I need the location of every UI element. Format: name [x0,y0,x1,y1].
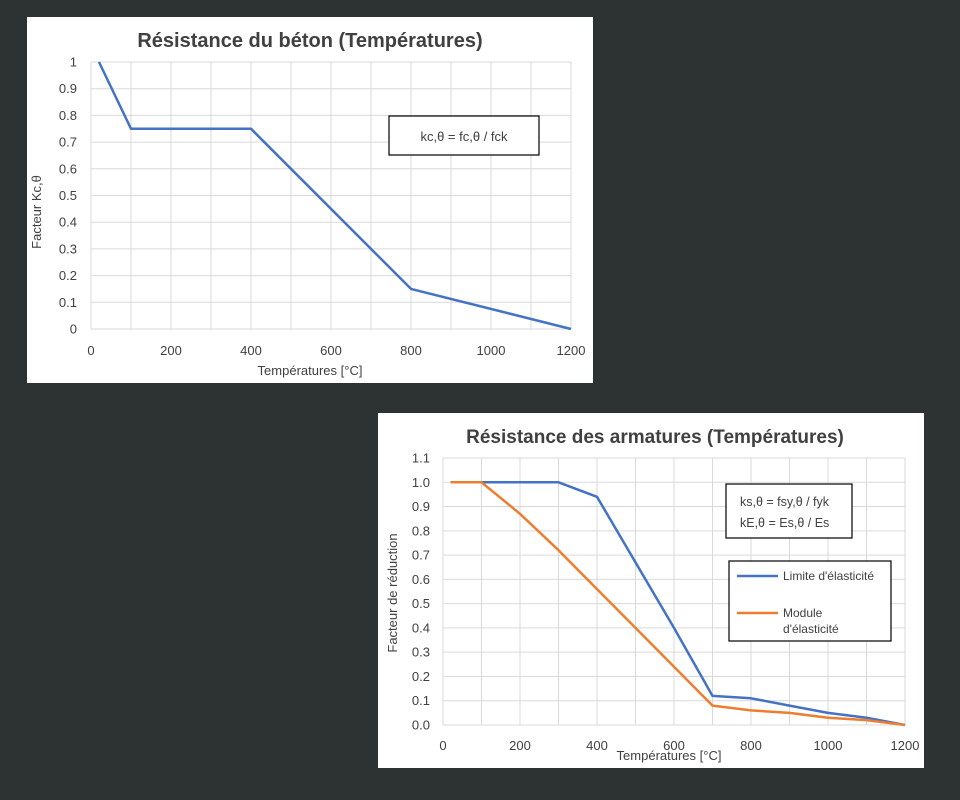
y-tick-label: 1.0 [412,475,430,490]
x-tick-label: 600 [320,343,342,358]
chart-title: Résistance du béton (Températures) [137,30,482,52]
y-tick-label: 0.8 [412,523,430,538]
y-tick-label: 0 [70,322,77,337]
x-tick-label: 0 [87,343,94,358]
legend-label-yield: Limite d'élasticité [783,569,874,583]
y-tick-label: 0.7 [59,135,77,150]
x-tick-label: 1000 [814,738,843,753]
y-tick-label: 0.1 [59,295,77,310]
y-tick-label: 0.7 [412,548,430,563]
y-tick-label: 0.3 [59,241,77,256]
x-tick-label: 200 [160,343,182,358]
formula-box: kc,θ = fc,θ / fck [388,115,540,156]
formula-text: kc,θ = fc,θ / fck [420,129,508,144]
y-tick-label: 0.5 [59,188,77,203]
y-tick-label: 0.4 [412,620,430,635]
y-tick-label: 0.5 [412,596,430,611]
formula-line-2: kE,θ = Es,θ / Es [740,516,829,530]
chart-title: Résistance des armatures (Températures) [466,427,844,448]
x-tick-label: 800 [400,343,422,358]
series-line-1 [450,481,906,727]
legend-label-modulus-2: d'élasticité [783,622,839,636]
rebar-chart-panel: Résistance des armatures (Températures) … [378,413,924,768]
y-tick-label: 0.8 [59,108,77,123]
x-tick-label: 0 [439,738,446,753]
y-tick-label: 0.9 [412,499,430,514]
legend-label-modulus-1: Module [783,606,823,620]
x-tick-label: 1000 [477,343,506,358]
legend: Limite d'élasticité Module d'élasticité [728,560,892,642]
y-tick-label: 0.0 [412,718,430,733]
y-tick-label: 0.6 [412,572,430,587]
x-axis-label: Températures [°C] [617,748,722,763]
concrete-chart: Résistance du béton (Températures) 0 0.1 0… [29,30,586,378]
y-tick-label: 1 [70,55,77,70]
x-tick-label: 400 [240,343,262,358]
x-axis-label: Températures [°C] [258,363,363,378]
formula-line-1: ks,θ = fsy,θ / fyk [740,495,830,509]
x-tick-label: 400 [586,738,608,753]
x-tick-label: 200 [509,738,531,753]
y-tick-label: 1.1 [412,451,430,466]
series-line-1 [97,61,572,331]
y-tick-label: 0.4 [59,215,77,230]
x-tick-label: 1200 [891,738,920,753]
formula-box: ks,θ = fsy,θ / fyk kE,θ = Es,θ / Es [725,483,853,539]
concrete-chart-panel: Résistance du béton (Températures) 0 0.1 0… [27,17,593,383]
x-tick-label: 1200 [557,343,586,358]
y-axis-label: Facteur de réduction [385,533,400,652]
y-tick-label: 0.2 [59,268,77,283]
series-line-2 [450,481,906,727]
y-tick-label: 0.3 [412,645,430,660]
y-axis-label: Facteur Kc,θ [29,175,44,249]
y-tick-label: 0.6 [59,161,77,176]
y-tick-label: 0.2 [412,669,430,684]
y-tick-label: 0.1 [412,693,430,708]
rebar-chart: Résistance des armatures (Températures) … [385,427,920,763]
x-tick-label: 600 [663,738,685,753]
x-tick-label: 800 [740,738,762,753]
y-tick-label: 0.9 [59,81,77,96]
